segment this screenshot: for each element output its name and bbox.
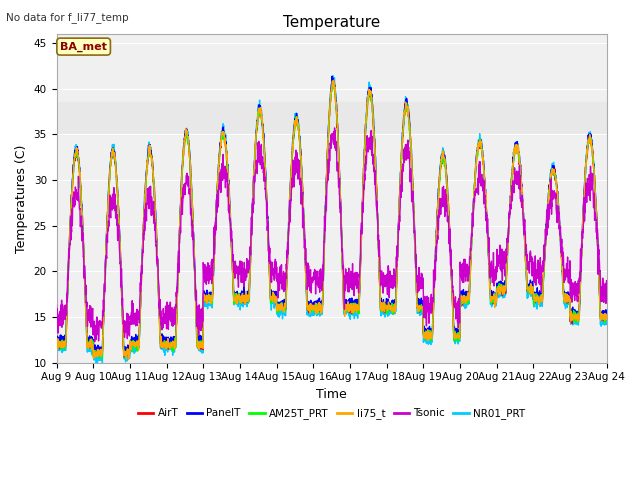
Text: BA_met: BA_met	[60, 41, 107, 52]
Y-axis label: Temperatures (C): Temperatures (C)	[15, 144, 28, 252]
Bar	[56, 102, 607, 134]
Legend: AirT, PanelT, AM25T_PRT, li75_t, Tsonic, NR01_PRT: AirT, PanelT, AM25T_PRT, li75_t, Tsonic,…	[134, 404, 529, 423]
Title: Temperature: Temperature	[283, 15, 380, 30]
Text: No data for f_li77_temp: No data for f_li77_temp	[6, 12, 129, 23]
X-axis label: Time: Time	[316, 388, 347, 401]
